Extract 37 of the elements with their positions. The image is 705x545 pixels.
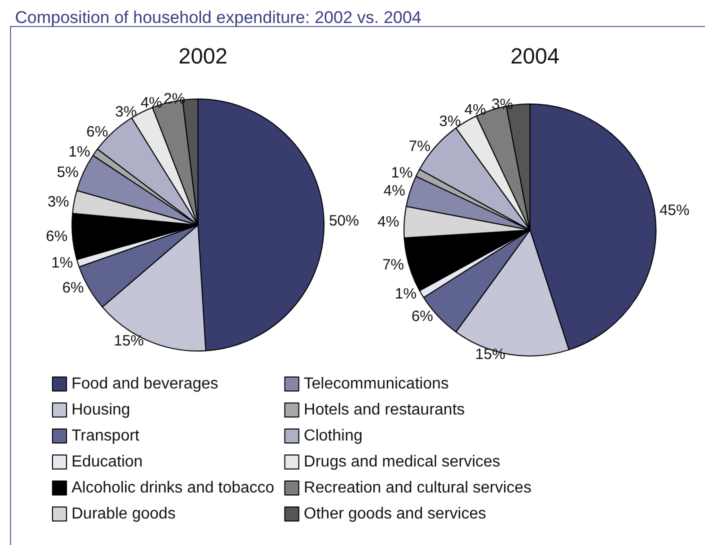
data-label: 7% bbox=[408, 138, 430, 156]
legend-label: Hotels and restaurants bbox=[304, 402, 465, 418]
data-label: 6% bbox=[411, 308, 434, 325]
legend-label: Other goods and services bbox=[304, 506, 486, 522]
legend-label: Housing bbox=[72, 402, 130, 418]
data-label: 3% bbox=[439, 113, 461, 130]
data-label: 5% bbox=[56, 164, 79, 181]
data-label: 50% bbox=[328, 212, 359, 230]
data-label: 6% bbox=[46, 228, 68, 246]
legend-label: Education bbox=[72, 454, 143, 470]
legend-label: Alcoholic drinks and tobacco bbox=[72, 480, 274, 496]
data-label: 6% bbox=[86, 123, 108, 140]
data-label: 1% bbox=[391, 164, 413, 182]
legend-label: Durable goods bbox=[72, 506, 176, 522]
data-label: 4% bbox=[378, 214, 400, 231]
legend-label: Recreation and cultural services bbox=[304, 480, 532, 496]
legend-label: Drugs and medical services bbox=[304, 454, 500, 470]
data-label: 3% bbox=[47, 193, 70, 210]
data-label: 15% bbox=[114, 332, 144, 350]
legend-label: Telecommunications bbox=[304, 376, 449, 392]
data-label: 7% bbox=[382, 256, 404, 274]
data-label: 6% bbox=[62, 280, 84, 296]
slice-label: 2002 bbox=[178, 44, 228, 68]
data-label: 3% bbox=[115, 104, 137, 121]
legend-label: Food and beverages bbox=[72, 376, 218, 392]
data-label: 1% bbox=[68, 144, 90, 161]
data-label: 15% bbox=[475, 346, 506, 363]
legend-label: Clothing bbox=[304, 428, 362, 444]
data-label: 45% bbox=[659, 202, 690, 219]
data-label: 1% bbox=[51, 254, 73, 272]
data-label: 4% bbox=[140, 94, 162, 112]
chart-title: Composition of household expenditure: 2002 vs. 2004 bbox=[15, 8, 422, 27]
data-label: 4% bbox=[464, 102, 486, 119]
legend-label: Transport bbox=[72, 428, 140, 444]
slice-label: 2004 bbox=[510, 44, 560, 68]
data-label: 1% bbox=[394, 286, 417, 303]
data-label: 4% bbox=[383, 182, 406, 200]
